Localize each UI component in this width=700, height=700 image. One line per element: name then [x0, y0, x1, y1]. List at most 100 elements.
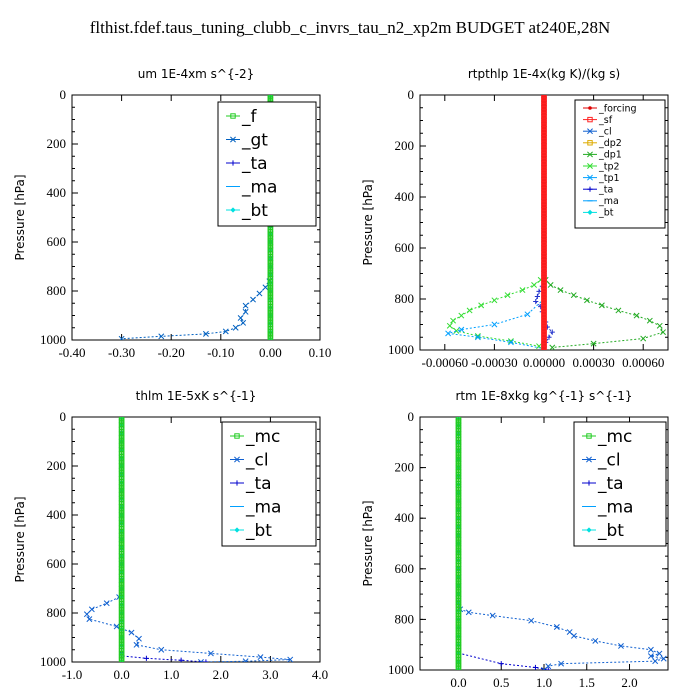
y-tick-label: 0 [60, 87, 67, 102]
x-tick-label: 4.0 [312, 667, 328, 682]
legend-label: _sf [598, 115, 613, 126]
y-tick-label: 600 [47, 234, 67, 249]
legend-marker [587, 163, 593, 169]
series-point [474, 334, 481, 341]
series-point [531, 282, 538, 288]
series-point [257, 654, 264, 661]
series-point [491, 321, 498, 328]
x-tick-label: 2.0 [213, 667, 229, 682]
legend-label: _ta [598, 185, 613, 196]
series-point [598, 302, 605, 309]
series-point [466, 307, 473, 314]
series-point [133, 641, 140, 648]
legend-marker [586, 527, 592, 533]
x-tick-label: -0.30 [108, 345, 135, 360]
series-point [489, 612, 496, 619]
series-point [136, 635, 142, 642]
x-tick-label: 0.10 [309, 345, 332, 360]
series-point [570, 632, 577, 639]
series-ta [455, 417, 551, 670]
panel-rtm: rtm 1E-8xkg kg^{-1} s^{-1} Pressure [hPa]… [361, 389, 669, 690]
series-mc [455, 417, 462, 670]
y-tick-label: 1000 [40, 654, 66, 669]
series-point [549, 344, 556, 350]
y-tick-label: 200 [395, 460, 415, 475]
y-tick-label: 0 [408, 409, 415, 424]
series-point [546, 334, 552, 340]
series-point [128, 629, 135, 636]
legend-marker [230, 207, 236, 213]
legend-label: _bt [597, 521, 624, 541]
legend-marker [586, 480, 592, 486]
legend-marker [230, 160, 236, 166]
series-point [660, 329, 666, 336]
legend-label: _dp1 [598, 150, 622, 161]
series-point [507, 339, 514, 346]
series-point [222, 328, 229, 335]
x-tick-label: 0.00 [259, 345, 282, 360]
series-point [640, 335, 647, 342]
series-point [450, 317, 457, 324]
series-point [618, 643, 624, 649]
y-tick-label: 800 [395, 611, 415, 626]
series-group [83, 417, 294, 662]
series-point [445, 330, 452, 337]
legend-label: _cl [245, 450, 269, 470]
legend-label: _ma [597, 497, 633, 517]
x-tick-label: 0.00030 [572, 355, 614, 370]
y-tick-label: 0 [60, 409, 67, 424]
series-point [242, 308, 249, 315]
series-point [103, 600, 110, 607]
x-tick-label: 0.0 [113, 667, 129, 682]
y-tick-label: 400 [47, 185, 67, 200]
page-title: flthist.fdef.taus_tuning_clubb_c_invrs_t… [89, 18, 611, 37]
y-tick-label: 600 [395, 240, 415, 255]
y-tick-label: 800 [47, 605, 67, 620]
panel-title: rtm 1E-8xkg kg^{-1} s^{-1} [455, 389, 632, 403]
x-tick-label: -0.20 [158, 345, 185, 360]
x-tick-label: 0.00000 [523, 355, 565, 370]
series-mc [118, 417, 125, 662]
x-tick-label: -0.00060 [422, 355, 469, 370]
series-point [590, 340, 597, 347]
series-line [447, 95, 545, 350]
series-point [478, 302, 485, 309]
panel-rtpthlp: rtpthlp 1E-4x(kg K)/(kg s) Pressure [hPa]… [361, 67, 669, 370]
panel-um: um 1E-4xm s^{-2} Pressure [hPa] 0 200 400 600… [13, 67, 331, 360]
series-point [541, 346, 547, 350]
series-point [232, 324, 239, 331]
x-tick-label: 3.0 [262, 667, 278, 682]
legend-box [217, 101, 317, 227]
legend-label: _cl [598, 127, 612, 138]
series-point [113, 623, 120, 630]
y-tick-label: 0 [408, 87, 415, 102]
series-point [465, 609, 472, 616]
series-point [528, 617, 535, 624]
series-point [240, 319, 247, 326]
legend: _mc _cl _ta _ma _bt [573, 421, 667, 547]
series-point [242, 302, 249, 309]
legend: _f _gt _ta _ma _bt [217, 101, 317, 227]
series-point [660, 655, 667, 662]
legend-label: _tp1 [598, 173, 620, 184]
series-point [250, 296, 256, 303]
series-point [256, 290, 263, 297]
legend-box [221, 421, 317, 547]
series-point [86, 616, 93, 623]
series-point [178, 657, 184, 662]
legend-marker [230, 136, 236, 143]
series-point [534, 293, 540, 300]
series-point [202, 330, 209, 337]
series-point [203, 659, 209, 662]
legend-marker [234, 433, 240, 439]
series-tp1 [445, 95, 547, 350]
series-point [633, 312, 640, 319]
y-tick-label: 1000 [388, 662, 414, 677]
legend-marker [587, 116, 593, 123]
series-group [445, 95, 666, 350]
legend-label: _ta [241, 154, 268, 174]
y-tick-label: 200 [47, 458, 67, 473]
legend-label: _bt [241, 201, 268, 221]
legend-label: _ta [597, 474, 624, 494]
